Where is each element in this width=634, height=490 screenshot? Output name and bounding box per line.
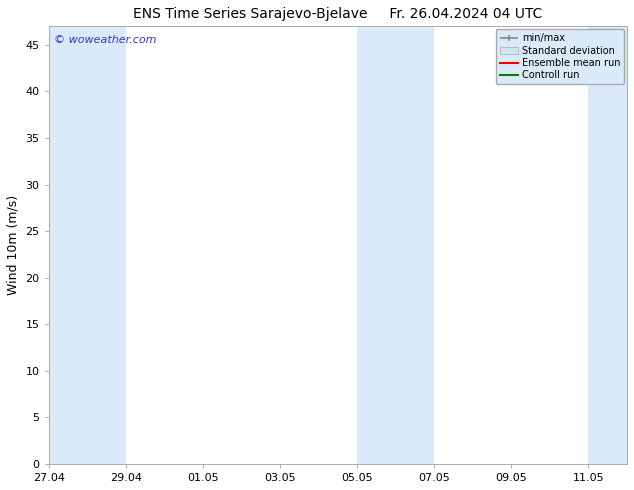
Bar	[588, 26, 627, 464]
Bar	[49, 26, 126, 464]
Title: ENS Time Series Sarajevo-Bjelave     Fr. 26.04.2024 04 UTC: ENS Time Series Sarajevo-Bjelave Fr. 26.…	[133, 7, 543, 21]
Bar	[357, 26, 434, 464]
Text: © woweather.com: © woweather.com	[55, 35, 157, 45]
Legend: min/max, Standard deviation, Ensemble mean run, Controll run: min/max, Standard deviation, Ensemble me…	[496, 29, 624, 84]
Y-axis label: Wind 10m (m/s): Wind 10m (m/s)	[7, 195, 20, 295]
